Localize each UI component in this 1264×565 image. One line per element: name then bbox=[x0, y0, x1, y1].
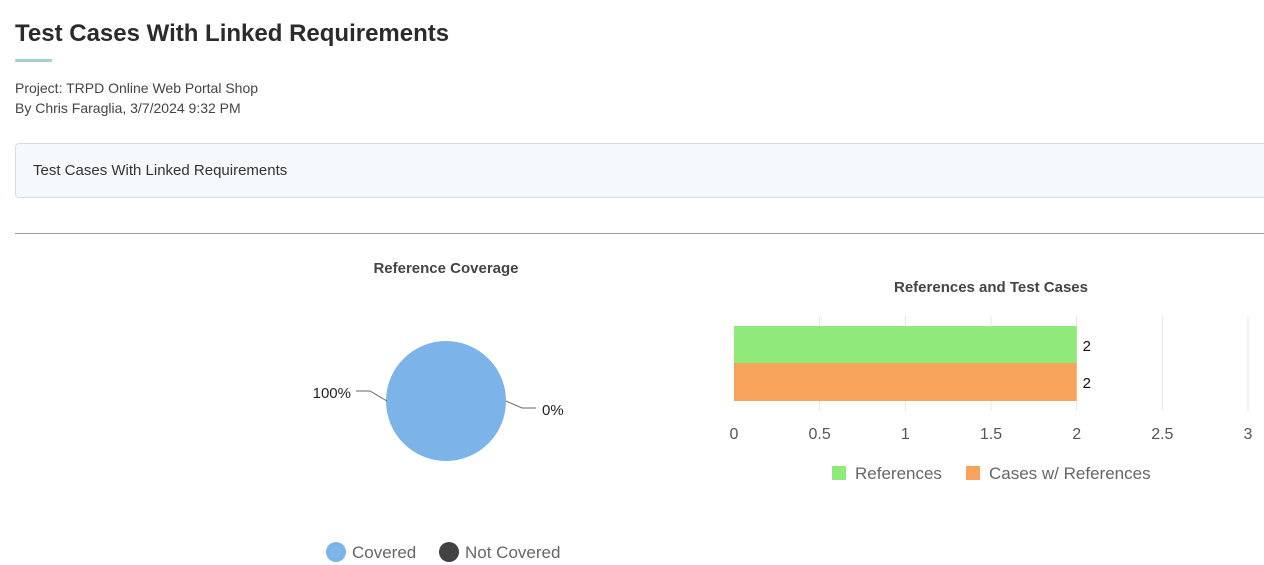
bar-value-references: 2 bbox=[1083, 338, 1091, 355]
bar-references[interactable] bbox=[734, 326, 1077, 363]
reference-coverage-chart: Reference Coverage 100% 0% Covered Not C… bbox=[313, 260, 564, 562]
pie-slice-covered[interactable] bbox=[386, 341, 506, 461]
x-tick-label: 3 bbox=[1244, 426, 1253, 443]
legend-label-not-covered: Not Covered bbox=[465, 543, 560, 562]
description-text: Test Cases With Linked Requirements bbox=[33, 162, 288, 179]
x-tick-label: 2.5 bbox=[1151, 426, 1173, 443]
x-tick-label: 0 bbox=[730, 426, 739, 443]
x-tick-label: 1 bbox=[901, 426, 910, 443]
legend-item-references[interactable]: References bbox=[832, 464, 942, 483]
legend-label-covered: Covered bbox=[352, 543, 416, 562]
legend-marker-cases-with-references bbox=[966, 466, 980, 480]
legend-label-cases-with-references: Cases w/ References bbox=[989, 464, 1151, 483]
title-underline bbox=[15, 59, 52, 62]
pie-chart-title: Reference Coverage bbox=[373, 260, 518, 277]
legend-marker-references bbox=[832, 466, 846, 480]
x-axis-ticks: 0 0.5 1 1.5 2 2.5 3 bbox=[730, 426, 1253, 443]
legend-label-references: References bbox=[855, 464, 942, 483]
pie-legend: Covered Not Covered bbox=[326, 542, 560, 562]
legend-marker-not-covered bbox=[439, 542, 459, 562]
description-box: Test Cases With Linked Requirements bbox=[15, 143, 1264, 198]
project-label: Project: TRPD Online Web Portal Shop bbox=[15, 80, 259, 96]
page-title: Test Cases With Linked Requirements bbox=[15, 20, 450, 47]
bar-value-cases-with-references: 2 bbox=[1083, 375, 1091, 392]
bar-chart-title: References and Test Cases bbox=[894, 279, 1088, 296]
legend-item-cases-with-references[interactable]: Cases w/ References bbox=[966, 464, 1151, 483]
pie-connector-covered bbox=[356, 390, 388, 402]
legend-marker-covered bbox=[326, 542, 346, 562]
x-tick-label: 1.5 bbox=[980, 426, 1002, 443]
x-tick-label: 0.5 bbox=[809, 426, 831, 443]
references-test-cases-chart: References and Test Cases 2 2 0 0.5 1 1.5 2 2… bbox=[730, 279, 1253, 483]
pie-connector-not-covered bbox=[505, 400, 536, 409]
legend-item-not-covered[interactable]: Not Covered bbox=[439, 542, 560, 562]
report-meta: Project: TRPD Online Web Portal Shop By … bbox=[15, 78, 258, 118]
pie-label-not-covered: 0% bbox=[542, 402, 564, 419]
byline: By Chris Faraglia, 3/7/2024 9:32 PM bbox=[15, 100, 241, 116]
x-tick-label: 2 bbox=[1072, 426, 1081, 443]
pie-label-covered: 100% bbox=[313, 385, 351, 402]
bar-legend: References Cases w/ References bbox=[832, 464, 1151, 483]
bar-cases-with-references[interactable] bbox=[734, 363, 1077, 401]
legend-item-covered[interactable]: Covered bbox=[326, 542, 416, 562]
divider bbox=[15, 233, 1264, 234]
